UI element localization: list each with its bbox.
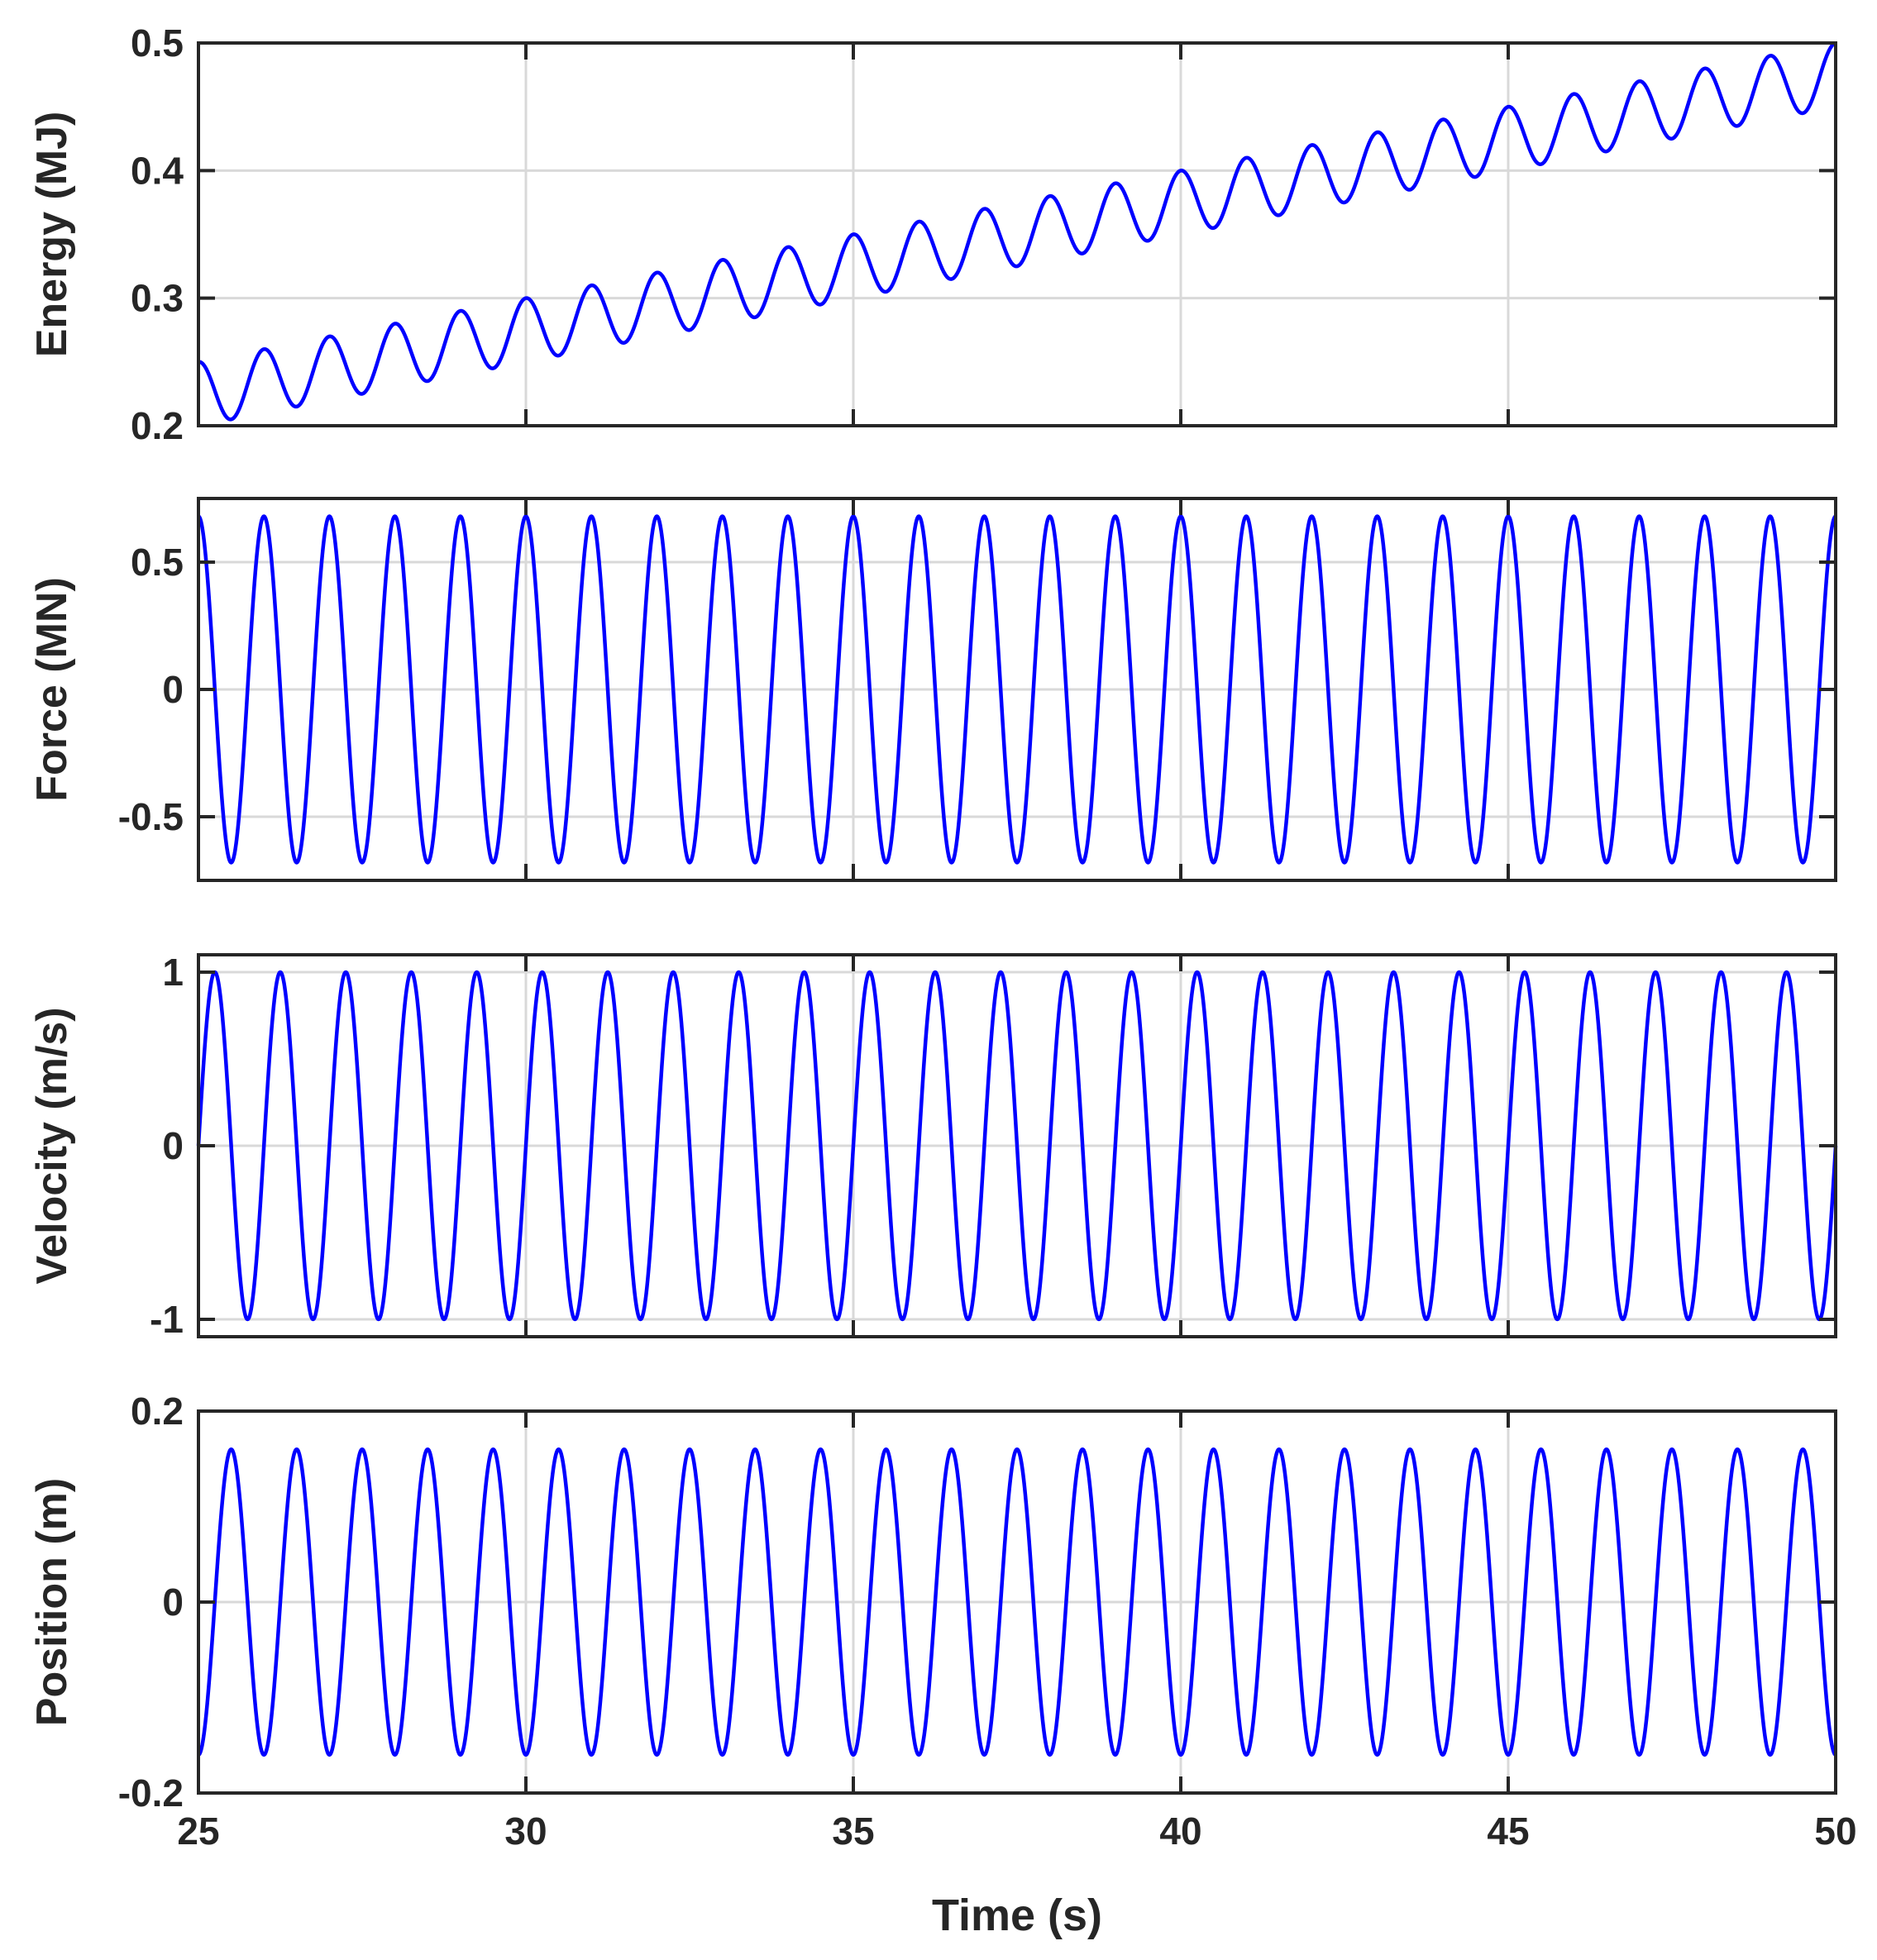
y-tick-label: 0 — [162, 1124, 184, 1167]
series-line-energy — [197, 41, 1837, 422]
y-tick-label: 0 — [162, 668, 184, 711]
x-axis-label: Time (s) — [932, 1891, 1102, 1940]
x-tick-label: 30 — [504, 1810, 547, 1853]
y-tick-label: -1 — [150, 1298, 184, 1341]
series-line-velocity — [196, 970, 1838, 1322]
x-tick-label: 45 — [1487, 1810, 1529, 1853]
y-tick-label: -0.2 — [118, 1772, 184, 1815]
y-tick-label: 0.2 — [131, 1390, 184, 1433]
y-axis-label: Force (MN) — [28, 577, 76, 802]
x-tick-label: 50 — [1814, 1810, 1856, 1853]
panel-velocity: -1 0 1 Velocity (m/s) — [28, 951, 1838, 1341]
axes-box — [197, 41, 1837, 427]
x-tick-label: 40 — [1159, 1810, 1201, 1853]
x-tick-label: 35 — [832, 1810, 874, 1853]
series-line-position — [197, 1447, 1837, 1757]
y-tick-label: 0.5 — [131, 541, 184, 584]
y-tick-label: 0.2 — [131, 404, 184, 447]
panel-position: -0.2 0 0.2 25 30 35 40 45 50 Position (m) — [28, 1390, 1857, 1853]
y-axis-label: Energy (MJ) — [28, 112, 76, 358]
y-tick-label: 1 — [162, 951, 184, 994]
x-tick-label: 25 — [177, 1810, 219, 1853]
y-axis-label: Position (m) — [28, 1478, 76, 1726]
series-line-force — [197, 514, 1837, 865]
y-tick-label: -0.5 — [118, 795, 184, 838]
y-tick-label: 0.4 — [131, 149, 184, 192]
y-tick-label: 0.5 — [131, 21, 184, 64]
y-tick-label: 0.3 — [131, 277, 184, 320]
plot-area — [198, 43, 1836, 426]
panel-energy: 0.2 0.3 0.4 0.5 Energy (MJ) — [28, 21, 1837, 447]
panel-force: -0.5 0 0.5 Force (MN) — [28, 497, 1837, 882]
y-tick-label: 0 — [162, 1581, 184, 1624]
y-axis-label: Velocity (m/s) — [28, 1007, 76, 1284]
